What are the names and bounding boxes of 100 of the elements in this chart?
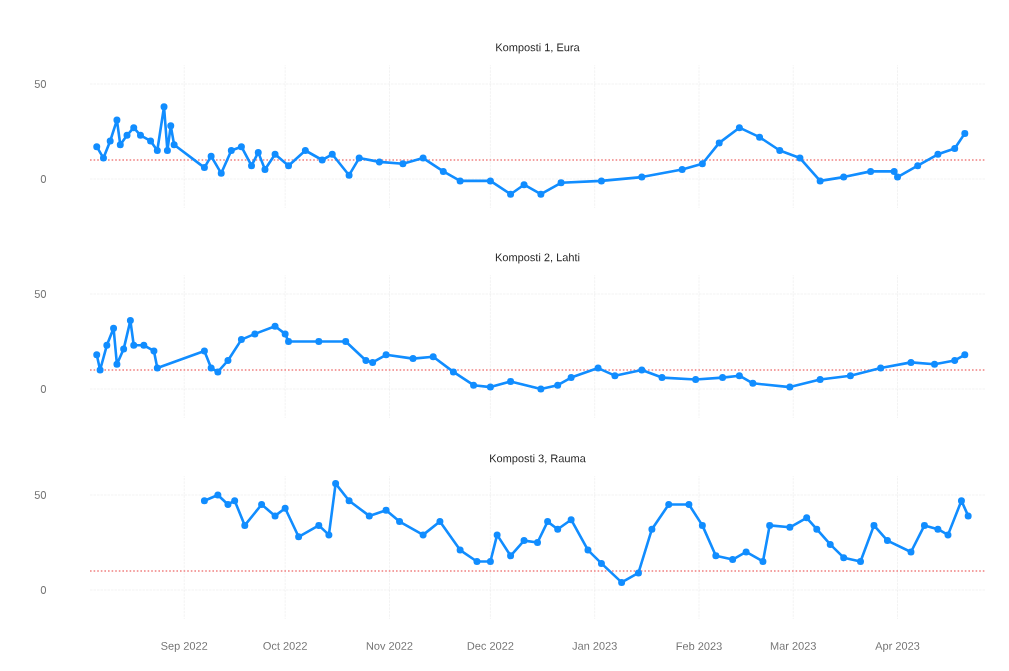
point bbox=[665, 500, 673, 508]
point bbox=[729, 556, 737, 564]
chart-title: Komposti 3, Rauma bbox=[490, 454, 586, 465]
point bbox=[258, 500, 266, 508]
point bbox=[116, 141, 124, 149]
point bbox=[419, 531, 427, 539]
point bbox=[840, 554, 848, 562]
point bbox=[698, 160, 706, 168]
point bbox=[237, 143, 245, 151]
x-tick-label: Jan 2023 bbox=[572, 642, 617, 650]
point bbox=[439, 167, 447, 175]
point bbox=[537, 385, 545, 393]
point bbox=[544, 518, 552, 526]
point bbox=[241, 521, 249, 529]
point bbox=[96, 366, 104, 374]
point bbox=[867, 167, 875, 175]
x-tick-label: Dec 2022 bbox=[467, 642, 514, 650]
point bbox=[362, 356, 370, 364]
x-tick-label: Sep 2022 bbox=[161, 642, 208, 652]
point bbox=[214, 368, 222, 376]
point bbox=[597, 177, 605, 185]
y-tick-label: 50 bbox=[34, 80, 47, 88]
point bbox=[520, 181, 528, 189]
point bbox=[957, 497, 965, 505]
point bbox=[207, 152, 215, 160]
point bbox=[961, 351, 969, 359]
point bbox=[456, 546, 464, 554]
point bbox=[567, 516, 575, 524]
point bbox=[567, 374, 575, 382]
point bbox=[429, 353, 437, 361]
point bbox=[214, 491, 222, 499]
point bbox=[534, 538, 541, 546]
point bbox=[200, 164, 208, 172]
point bbox=[318, 156, 326, 164]
point bbox=[355, 154, 363, 162]
point bbox=[961, 129, 969, 137]
point bbox=[914, 162, 922, 170]
point bbox=[796, 154, 804, 162]
point bbox=[493, 531, 501, 539]
point bbox=[113, 360, 121, 368]
point bbox=[301, 146, 309, 154]
point bbox=[200, 497, 208, 505]
point bbox=[285, 162, 293, 170]
point bbox=[826, 540, 834, 548]
point bbox=[890, 167, 898, 175]
point bbox=[951, 356, 959, 364]
point bbox=[120, 345, 128, 353]
point bbox=[93, 143, 101, 151]
point bbox=[786, 523, 794, 531]
x-tick-label: Oct 2022 bbox=[263, 642, 307, 650]
point bbox=[658, 374, 666, 382]
point bbox=[382, 506, 390, 514]
point bbox=[611, 372, 619, 380]
point bbox=[934, 525, 942, 533]
x-tick-label: Apr 2023 bbox=[875, 642, 920, 652]
point bbox=[877, 364, 885, 372]
point bbox=[537, 190, 545, 198]
point bbox=[123, 131, 131, 139]
y-tick-label: 50 bbox=[34, 491, 47, 499]
point bbox=[106, 137, 114, 145]
chart-title: Komposti 2, Lahti bbox=[495, 253, 580, 264]
point bbox=[944, 531, 952, 539]
point bbox=[685, 500, 693, 508]
point bbox=[638, 366, 646, 374]
point bbox=[281, 330, 289, 338]
point bbox=[776, 146, 784, 154]
point bbox=[110, 324, 118, 332]
point bbox=[419, 154, 427, 162]
point bbox=[315, 337, 323, 345]
point bbox=[200, 347, 208, 355]
point bbox=[315, 521, 323, 529]
point bbox=[271, 150, 279, 158]
point bbox=[735, 124, 743, 132]
point bbox=[170, 141, 178, 149]
point bbox=[409, 355, 417, 363]
point bbox=[766, 521, 774, 529]
point bbox=[594, 364, 602, 372]
point bbox=[870, 521, 878, 529]
point bbox=[99, 154, 107, 162]
point bbox=[369, 358, 377, 366]
point bbox=[342, 337, 350, 345]
point bbox=[375, 158, 383, 166]
point bbox=[786, 383, 794, 391]
point bbox=[486, 177, 494, 185]
point bbox=[742, 548, 750, 556]
point bbox=[237, 336, 245, 344]
y-tick-label: 50 bbox=[34, 290, 47, 298]
point bbox=[281, 504, 289, 512]
point bbox=[153, 146, 161, 154]
point bbox=[678, 165, 686, 173]
point bbox=[894, 173, 902, 181]
point bbox=[345, 171, 353, 179]
point bbox=[507, 552, 515, 560]
point bbox=[964, 512, 972, 520]
point bbox=[920, 521, 928, 529]
point bbox=[254, 148, 262, 156]
y-tick-label: 0 bbox=[40, 385, 47, 393]
point bbox=[261, 165, 269, 173]
point bbox=[520, 537, 528, 545]
point bbox=[113, 116, 121, 124]
